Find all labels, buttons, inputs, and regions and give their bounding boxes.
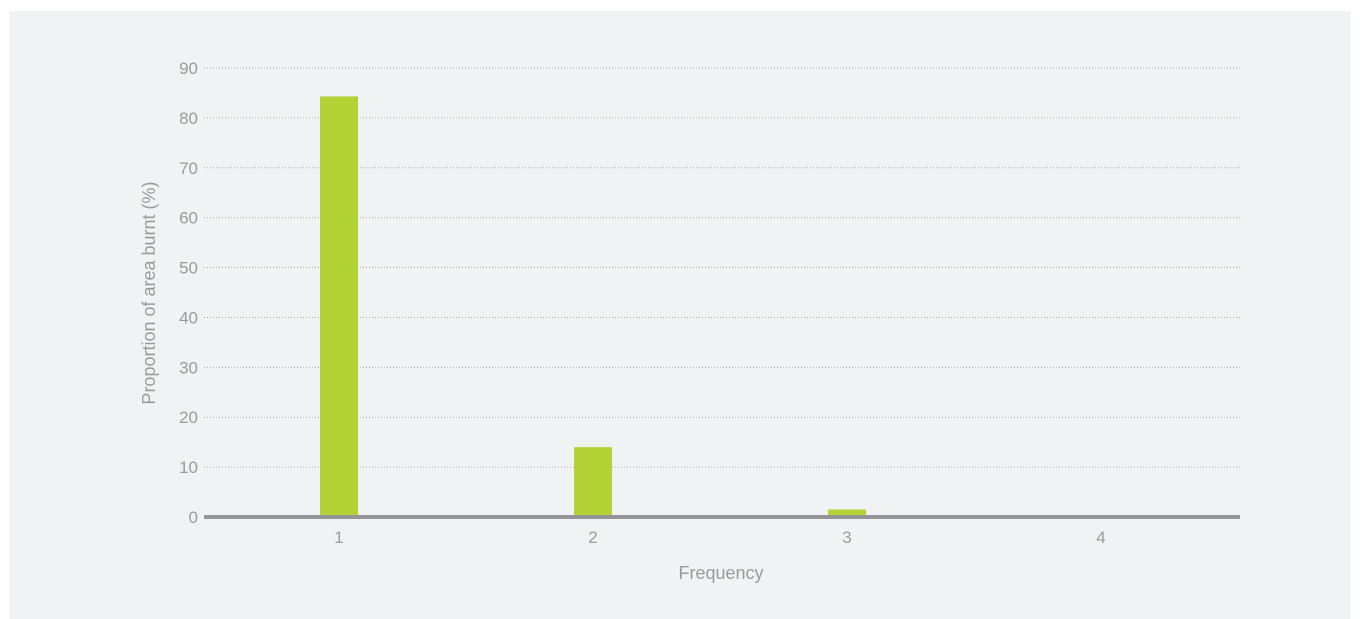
y-tick-label-20: 20 <box>179 408 198 427</box>
y-tick-label-70: 70 <box>179 159 198 178</box>
bar-2 <box>574 447 612 517</box>
bars <box>320 96 1120 517</box>
y-tick-label-10: 10 <box>179 458 198 477</box>
gridlines <box>204 67 1240 468</box>
y-tick-label-40: 40 <box>179 308 198 327</box>
y-axis-title: Proportion of area burnt (%) <box>139 181 159 404</box>
x-tick-label-2: 2 <box>588 528 597 547</box>
y-tick-label-80: 80 <box>179 109 198 128</box>
y-tick-label-0: 0 <box>189 508 198 527</box>
y-tick-labels: 0 10 20 30 40 50 60 70 80 90 <box>179 59 198 527</box>
y-tick-label-90: 90 <box>179 59 198 78</box>
y-tick-label-60: 60 <box>179 209 198 228</box>
bar-1 <box>320 96 358 517</box>
x-tick-labels: 1 2 3 4 <box>334 528 1105 547</box>
x-axis-title: Frequency <box>678 563 763 583</box>
x-tick-label-4: 4 <box>1096 528 1105 547</box>
bar-3 <box>828 509 866 517</box>
x-tick-label-1: 1 <box>334 528 343 547</box>
x-tick-label-3: 3 <box>842 528 851 547</box>
y-tick-label-50: 50 <box>179 259 198 278</box>
y-tick-label-30: 30 <box>179 358 198 377</box>
